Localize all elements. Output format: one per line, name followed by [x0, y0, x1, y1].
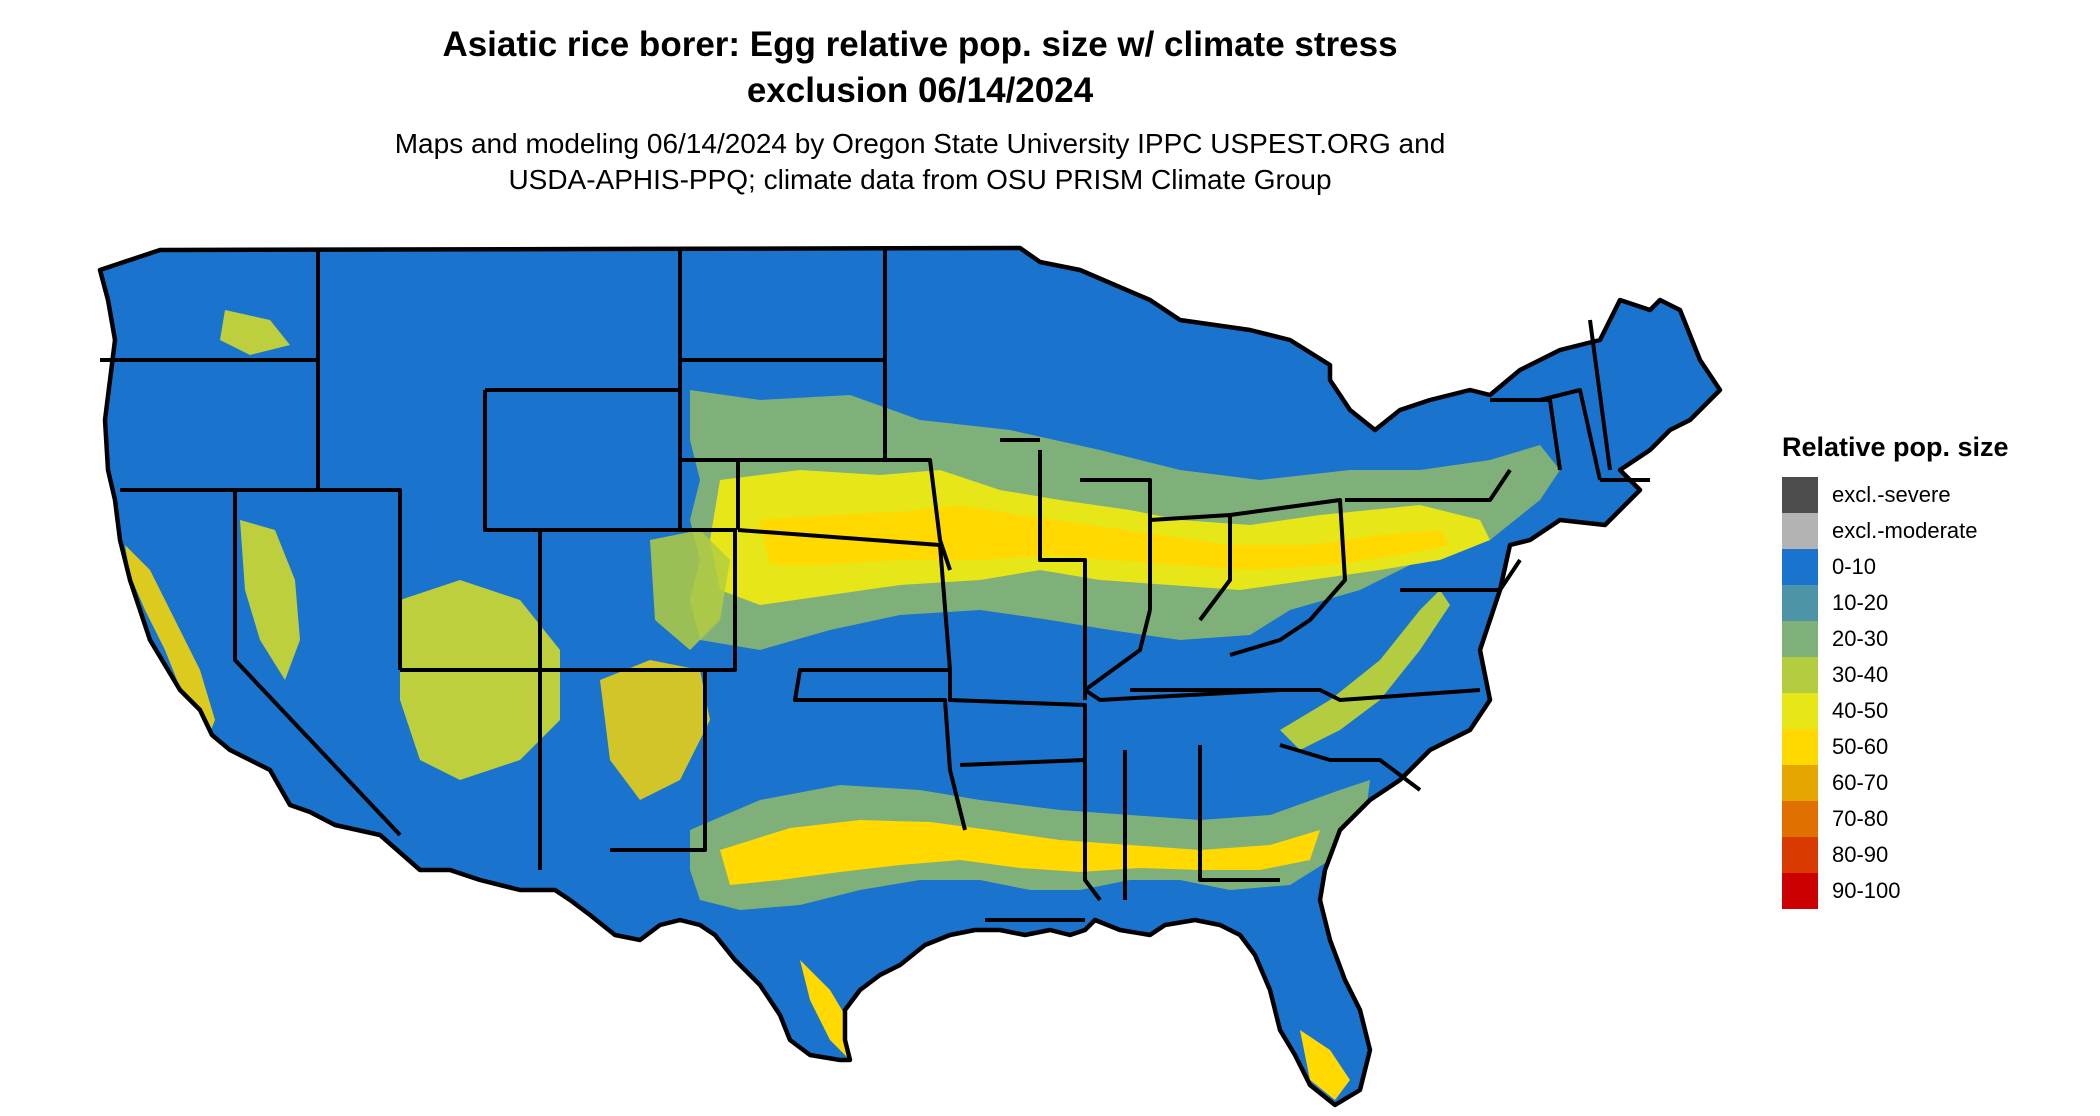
suitability-band-appalachia [1280, 590, 1450, 750]
suitability-band-south-core [720, 820, 1320, 885]
legend-swatch [1782, 729, 1818, 765]
legend-title: Relative pop. size [1782, 432, 2009, 462]
map-subtitle-line-1: Maps and modeling 06/14/2024 by Oregon S… [394, 128, 1446, 159]
legend-label: 80-90 [1832, 842, 1889, 867]
legend-swatch [1782, 873, 1818, 909]
map-title-line-2: exclusion 06/14/2024 [746, 71, 1094, 110]
suitability-patch-colorado [650, 530, 730, 650]
suitability-patch-washington [220, 310, 290, 355]
legend-rows: excl.-severe excl.-moderate 0-10 10-20 20-30… [1782, 477, 2082, 909]
legend-swatch [1782, 513, 1818, 549]
suitability-patch-florida-south [1300, 1030, 1350, 1100]
suitability-band-midwest-peak [760, 505, 1450, 570]
legend-swatch [1782, 549, 1818, 585]
legend-item: 40-50 [1782, 693, 2082, 729]
legend-label: 0-10 [1832, 554, 1877, 579]
legend-swatch [1782, 837, 1818, 873]
legend-item: 10-20 [1782, 585, 2082, 621]
legend-item: 70-80 [1782, 801, 2082, 837]
legend-item: 90-100 [1782, 873, 2082, 909]
legend-item: 80-90 [1782, 837, 2082, 873]
legend-label: 10-20 [1832, 590, 1889, 615]
map-legend: Relative pop. size excl.-severe excl.-mod… [1782, 432, 2082, 909]
state-boundaries [100, 250, 1650, 922]
legend-swatch [1782, 765, 1818, 801]
legend-swatch [1782, 801, 1818, 837]
legend-swatch [1782, 693, 1818, 729]
map-title-line-1: Asiatic rice borer: Egg relative pop. si… [442, 25, 1398, 64]
legend-swatch [1782, 585, 1818, 621]
map-title: Asiatic rice borer: Egg relative pop. si… [300, 22, 1540, 114]
legend-swatch [1782, 657, 1818, 693]
legend-label: excl.-severe [1832, 482, 1951, 507]
suitability-patch-new-mexico [600, 660, 710, 800]
us-map [90, 225, 1760, 1115]
legend-label: 70-80 [1832, 806, 1889, 831]
legend-label: 40-50 [1832, 698, 1889, 723]
legend-swatch [1782, 621, 1818, 657]
legend-swatch [1782, 477, 1818, 513]
map-subtitle: Maps and modeling 06/14/2024 by Oregon S… [300, 126, 1540, 198]
legend-item: 30-40 [1782, 657, 2082, 693]
legend-item: excl.-moderate [1782, 513, 2082, 549]
legend-label: 90-100 [1832, 878, 1901, 903]
legend-label: 30-40 [1832, 662, 1889, 687]
legend-label: 20-30 [1832, 626, 1889, 651]
legend-item: 20-30 [1782, 621, 2082, 657]
legend-item: 60-70 [1782, 765, 2082, 801]
legend-label: 50-60 [1832, 734, 1889, 759]
legend-item: 0-10 [1782, 549, 2082, 585]
suitability-patch-utah-arizona [400, 580, 560, 780]
suitability-patch-nevada [240, 520, 300, 680]
legend-item: excl.-severe [1782, 477, 2082, 513]
map-subtitle-line-2: USDA-APHIS-PPQ; climate data from OSU PR… [508, 164, 1332, 195]
legend-item: 50-60 [1782, 729, 2082, 765]
legend-label: 60-70 [1832, 770, 1889, 795]
legend-label: excl.-moderate [1832, 518, 1978, 543]
suitability-patch-california [125, 545, 215, 745]
